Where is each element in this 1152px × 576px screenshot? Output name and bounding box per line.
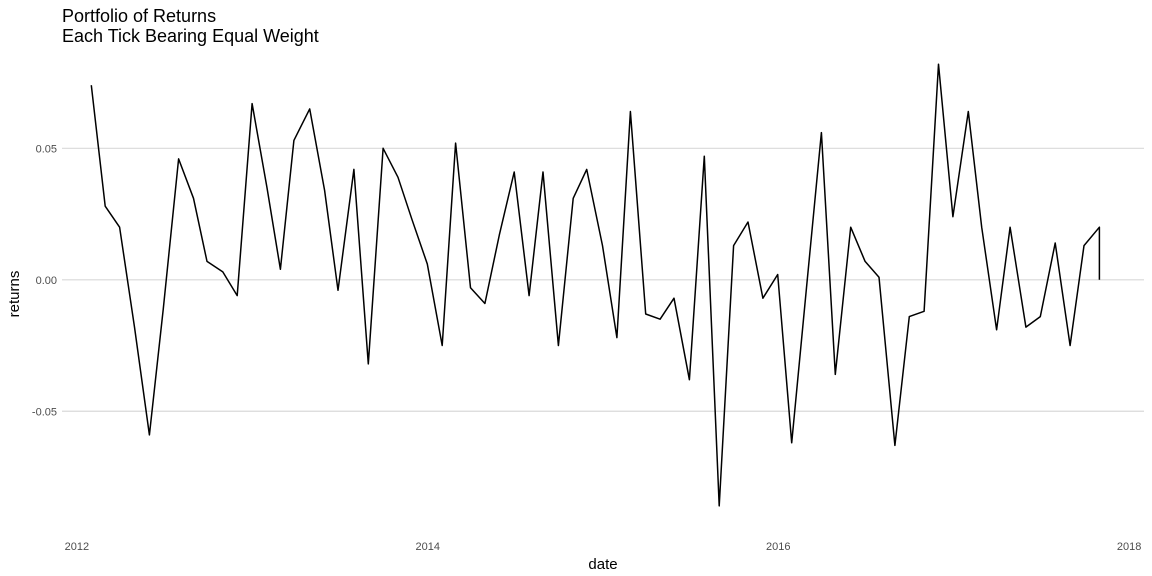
x-axis-title: date: [588, 556, 617, 573]
x-tick-label: 2014: [416, 541, 440, 553]
chart-title: Portfolio of Returns: [62, 6, 217, 26]
x-tick-label: 2012: [65, 541, 89, 553]
x-tick-labels: 2012 2014 2016 2018: [65, 541, 1142, 553]
y-tick-label: -0.05: [32, 406, 57, 418]
grid-layer: [62, 147, 1144, 412]
returns-series-line: [90, 63, 1101, 507]
x-tick-label: 2016: [766, 541, 790, 553]
chart-subtitle: Each Tick Bearing Equal Weight: [62, 26, 319, 46]
x-tick-label: 2018: [1117, 541, 1141, 553]
y-tick-labels: -0.05 0.00 0.05: [32, 143, 57, 418]
y-tick-label: 0.00: [36, 275, 57, 287]
y-axis-title: returns: [6, 271, 23, 318]
y-tick-label: 0.05: [36, 143, 57, 155]
